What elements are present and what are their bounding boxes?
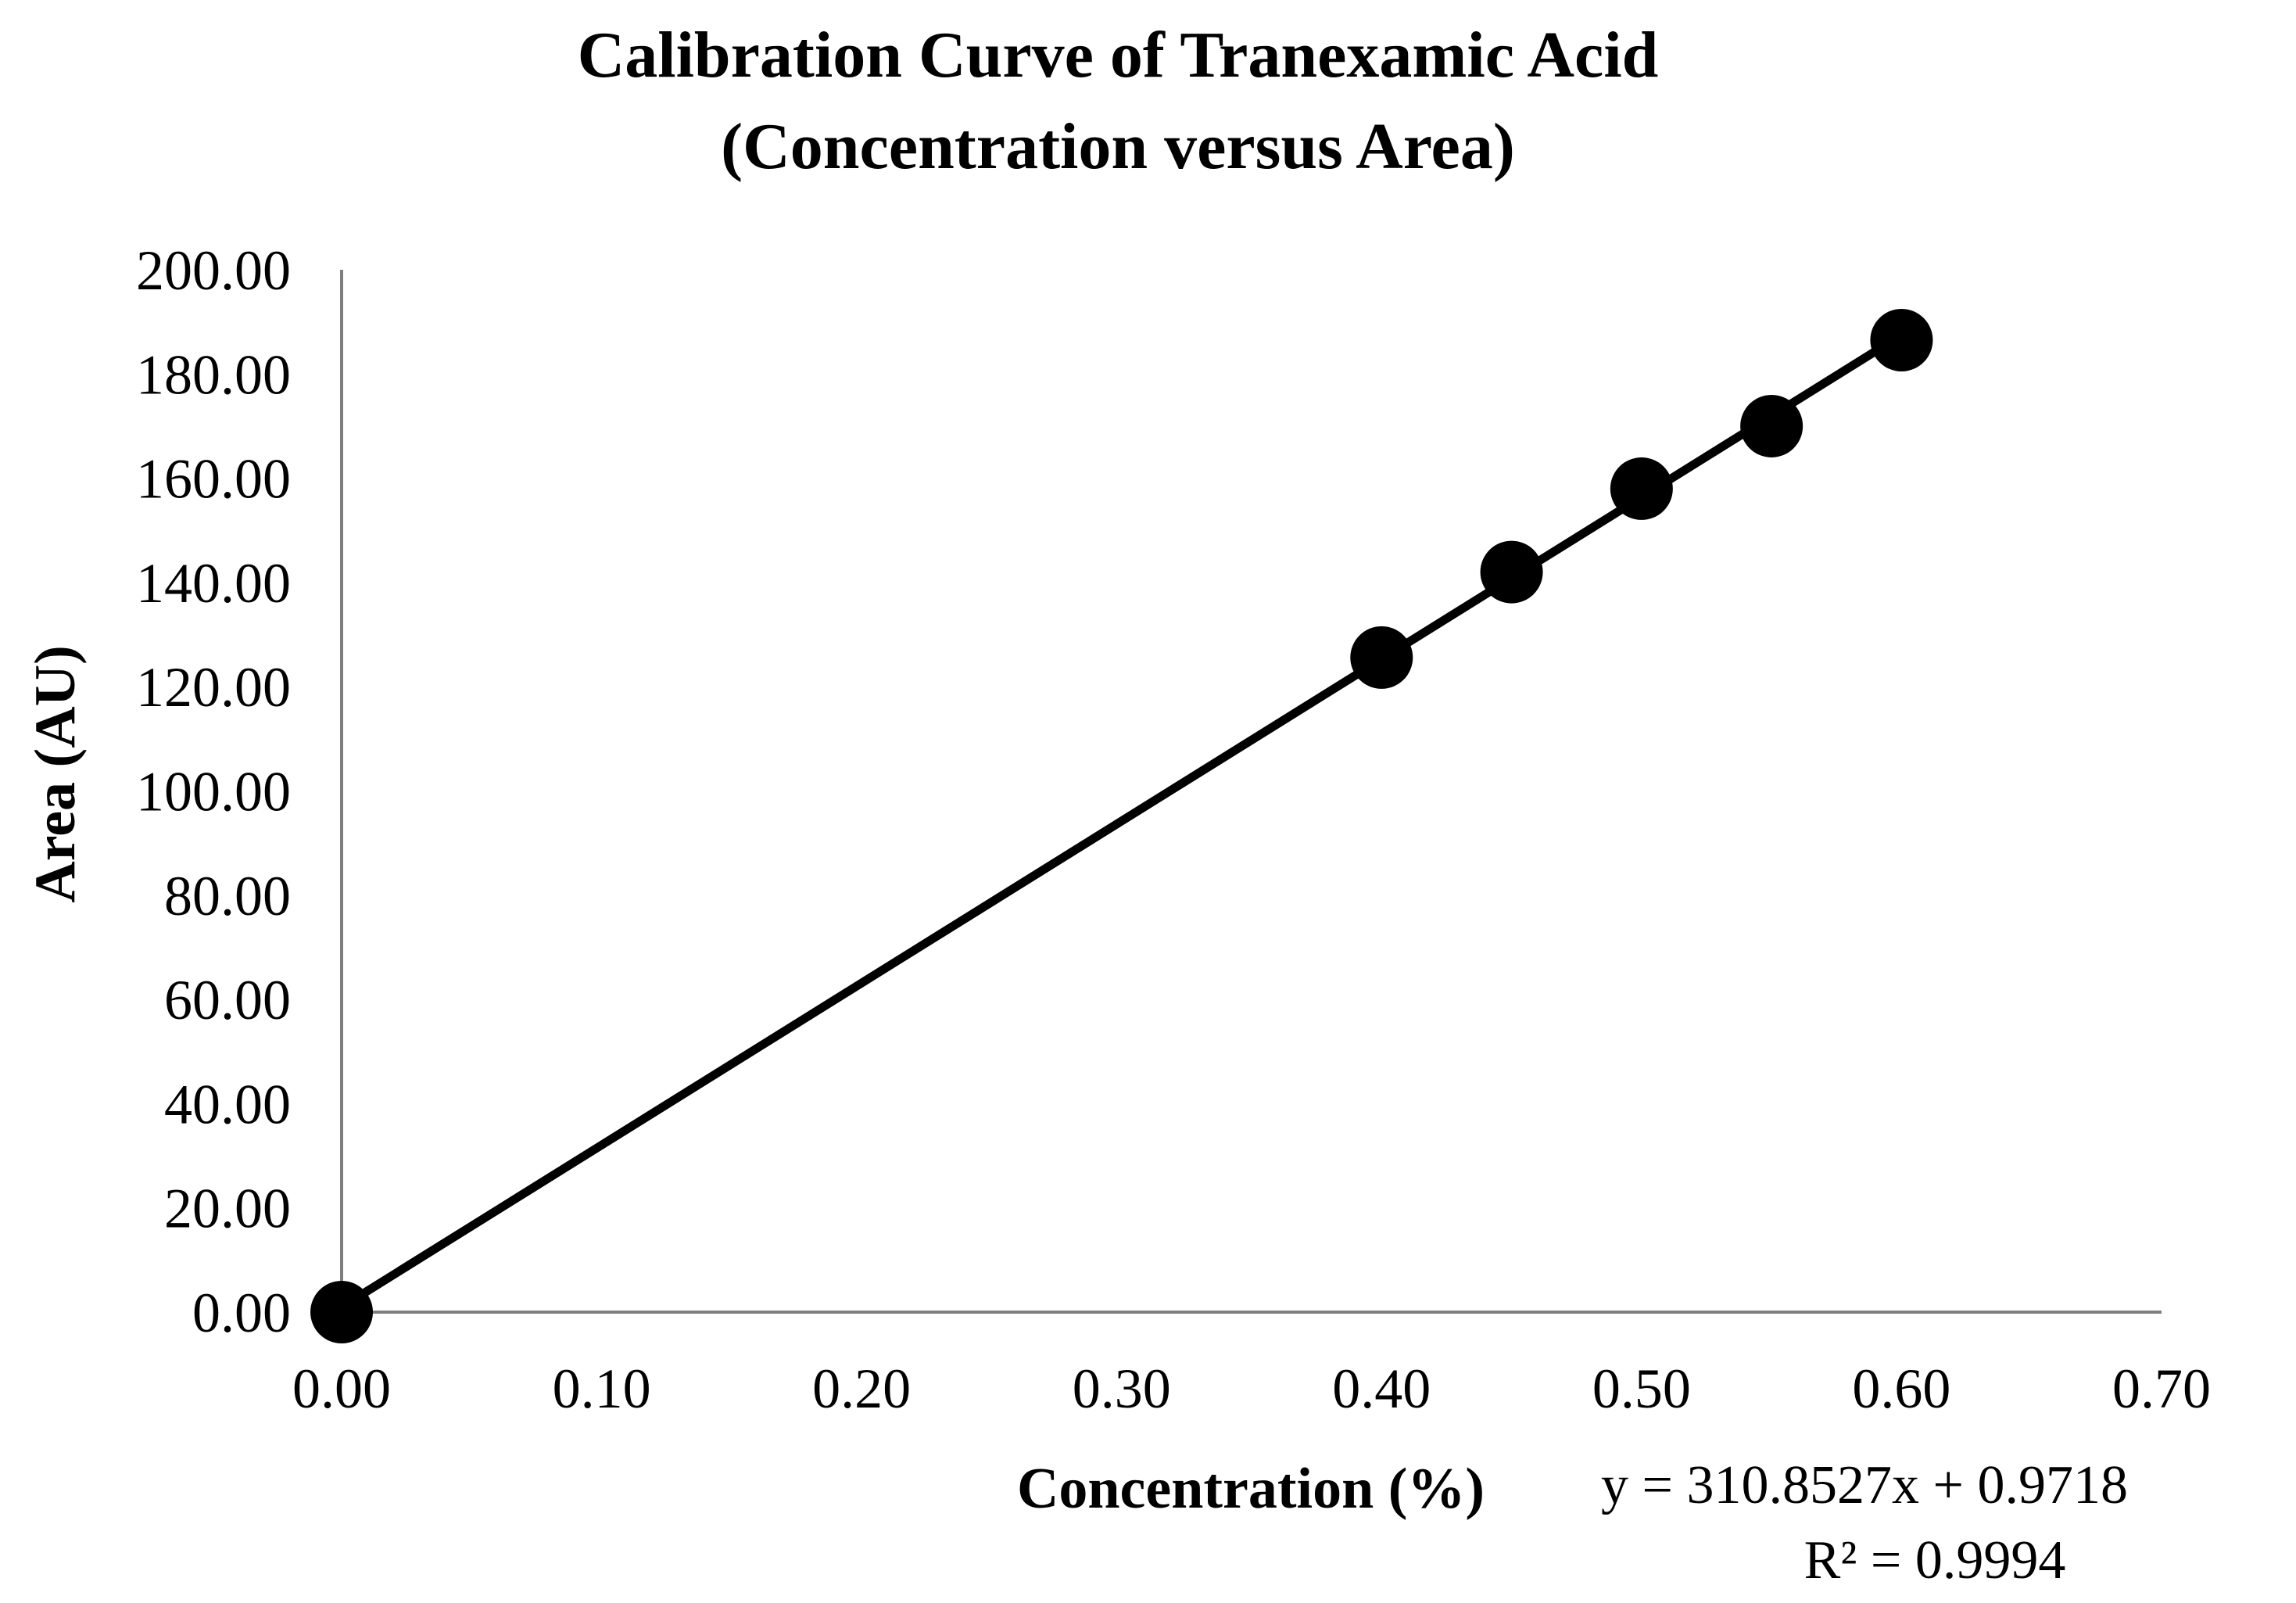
x-tick-label: 0.50 (1592, 1357, 1691, 1420)
x-tick-label: 0.70 (2112, 1357, 2211, 1420)
y-tick-label: 0.00 (192, 1282, 291, 1344)
chart-title-line-1: Calibration Curve of Tranexamic Acid (578, 19, 1659, 91)
y-tick-label: 20.00 (164, 1178, 291, 1240)
data-point (1350, 626, 1413, 689)
y-axis-ticks: 0.00 20.00 40.00 60.00 80.00 100.00 120.00 140.… (136, 239, 291, 1344)
y-tick-label: 160.00 (136, 448, 291, 511)
x-tick-label: 0.40 (1332, 1357, 1431, 1420)
data-point (1740, 394, 1803, 457)
trendline-equation: y = 310.8527x + 0.9718 (1601, 1455, 2128, 1515)
y-tick-label: 40.00 (164, 1073, 291, 1135)
y-tick-label: 180.00 (136, 343, 291, 406)
x-tick-label: 0.60 (1852, 1357, 1950, 1420)
data-point (1480, 540, 1543, 604)
x-axis-label: Concentration (%) (1017, 1457, 1485, 1521)
y-tick-label: 140.00 (136, 552, 291, 615)
axes (340, 270, 2162, 1314)
r-squared-label: R² = 0.9994 (1804, 1530, 2066, 1590)
x-tick-label: 0.20 (812, 1357, 911, 1420)
y-tick-label: 200.00 (136, 239, 291, 302)
y-tick-label: 80.00 (164, 865, 291, 927)
chart-title-line-2: (Concentration versus Area) (721, 110, 1515, 183)
x-tick-label: 0.30 (1073, 1357, 1171, 1420)
data-point (1870, 308, 1933, 371)
y-axis-label: Area (AU) (23, 645, 88, 902)
data-point (1610, 457, 1673, 520)
x-axis-ticks: 0.00 0.10 0.20 0.30 0.40 0.50 0.60 0.70 (292, 1357, 2211, 1420)
data-points (310, 308, 1933, 1343)
x-tick-label: 0.00 (292, 1357, 391, 1420)
y-tick-label: 100.00 (136, 761, 291, 823)
data-point (310, 1281, 373, 1343)
y-tick-label: 120.00 (136, 656, 291, 719)
y-tick-label: 60.00 (164, 969, 291, 1031)
x-tick-label: 0.10 (553, 1357, 651, 1420)
